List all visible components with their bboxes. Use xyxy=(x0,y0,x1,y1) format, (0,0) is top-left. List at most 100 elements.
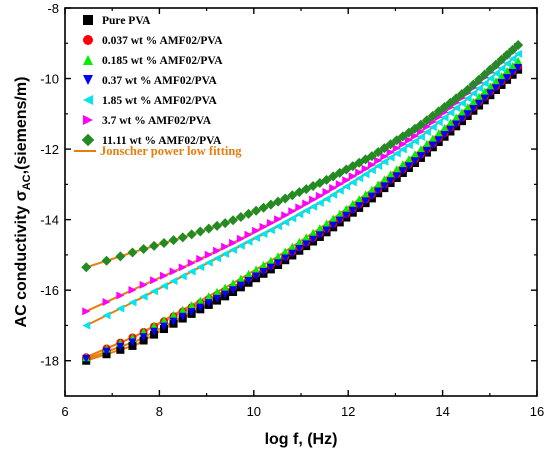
series-5-point xyxy=(486,74,495,83)
series-7-point xyxy=(427,110,438,121)
series-7-point xyxy=(235,212,246,223)
series-5-point xyxy=(102,311,111,320)
series-5-point xyxy=(348,178,357,187)
series-3-point xyxy=(236,274,245,283)
series-4-point xyxy=(281,254,290,263)
series-7-point xyxy=(168,235,179,246)
series-4-point xyxy=(187,308,196,317)
x-tick-label: 14 xyxy=(435,404,449,419)
series-6-point xyxy=(322,188,331,197)
series-7-point xyxy=(294,187,305,198)
series-5-point xyxy=(367,166,376,175)
series-7-point xyxy=(439,102,450,113)
series-6-point xyxy=(386,148,395,157)
series-6-point xyxy=(367,160,376,169)
series-5-point xyxy=(475,84,484,93)
series-3-point xyxy=(463,103,472,112)
series-5-point xyxy=(229,245,238,254)
series-5-point xyxy=(514,49,523,58)
series-4-point xyxy=(361,197,370,206)
series-6-point xyxy=(374,156,383,165)
legend-label-5: 1.85 wt % AMF02/PVA xyxy=(102,95,217,107)
series-5-point xyxy=(295,210,304,219)
legend-label-2: 0.037 wt % AMF02/PVA xyxy=(102,35,223,47)
series-4-point xyxy=(434,136,443,145)
series-5-point xyxy=(288,214,297,223)
series-4-point xyxy=(503,74,512,83)
series-3-point xyxy=(514,56,523,65)
series-3-point xyxy=(266,256,275,265)
series-7-markers xyxy=(81,40,524,273)
series-7-point xyxy=(445,97,456,108)
series-6-point xyxy=(315,191,324,200)
data-points xyxy=(81,40,524,365)
series-6-point xyxy=(128,285,137,294)
series-4-point xyxy=(480,94,489,103)
series-6-point xyxy=(139,280,148,289)
series-7-point xyxy=(212,220,223,231)
series-4-point xyxy=(374,187,383,196)
series-5-point xyxy=(446,108,455,117)
series-3-point xyxy=(348,199,357,208)
series-5-point xyxy=(160,282,169,291)
fit-curves xyxy=(85,44,519,362)
series-5-point xyxy=(434,118,443,127)
series-5-point xyxy=(469,89,478,98)
series-5-point xyxy=(244,237,253,246)
series-6-point xyxy=(178,263,187,272)
legend: Pure PVA 0.037 wt % AMF02/PVA 0.185 wt % A… xyxy=(81,15,223,147)
series-6-point xyxy=(213,246,222,255)
series-3-point xyxy=(329,214,338,223)
series-3-point xyxy=(410,150,419,159)
series-3-point xyxy=(342,204,351,213)
series-5-point xyxy=(491,69,500,78)
series-5-point xyxy=(252,233,261,242)
series-4-markers xyxy=(82,63,523,363)
series-3-point xyxy=(322,219,331,228)
series-4-point xyxy=(508,69,517,78)
series-5-point xyxy=(374,161,383,170)
legend-marker-1 xyxy=(83,15,93,25)
series-4-point xyxy=(169,317,178,326)
series-7-point xyxy=(451,93,462,104)
series-6-point xyxy=(266,219,275,228)
series-3-point xyxy=(252,265,261,274)
series-3-point xyxy=(446,118,455,127)
series-5-point xyxy=(342,182,351,191)
y-tick-label: -12 xyxy=(40,142,59,157)
axis-ticks: 6 8 10 12 14 16 -8 -10 -12 -14 -16 -18 xyxy=(40,1,544,419)
series-7-point xyxy=(513,40,524,51)
series-7-point xyxy=(433,106,444,117)
series-7-point xyxy=(149,240,160,251)
y-axis-title-unit: ,(siemens/m) xyxy=(13,77,30,175)
series-4-point xyxy=(160,322,169,331)
series-5-point xyxy=(398,145,407,154)
series-7-point xyxy=(251,205,262,216)
series-5-point xyxy=(196,263,205,272)
series-7-point xyxy=(490,59,501,70)
series-6-point xyxy=(169,267,178,276)
series-6-point xyxy=(348,172,357,181)
series-3-point xyxy=(469,97,478,106)
series-5-point xyxy=(259,229,268,238)
series-3-point xyxy=(315,224,324,233)
series-7-point xyxy=(159,237,170,248)
series-3-point xyxy=(229,279,238,288)
series-4-point xyxy=(486,89,495,98)
series-7-point xyxy=(220,218,231,229)
series-7-point xyxy=(101,255,112,266)
series-7-point xyxy=(373,147,384,158)
series-3-point xyxy=(178,305,187,314)
series-5-point xyxy=(503,59,512,68)
series-6-point xyxy=(335,180,344,189)
series-7-point xyxy=(280,193,291,204)
series-3-point xyxy=(196,296,205,305)
series-3-point xyxy=(367,185,376,194)
series-6-point xyxy=(404,135,413,144)
series-6-point xyxy=(221,242,230,251)
series-4-point xyxy=(398,167,407,176)
series-7-point xyxy=(409,123,420,134)
series-3-point xyxy=(288,242,297,251)
series-7-point xyxy=(243,208,254,219)
